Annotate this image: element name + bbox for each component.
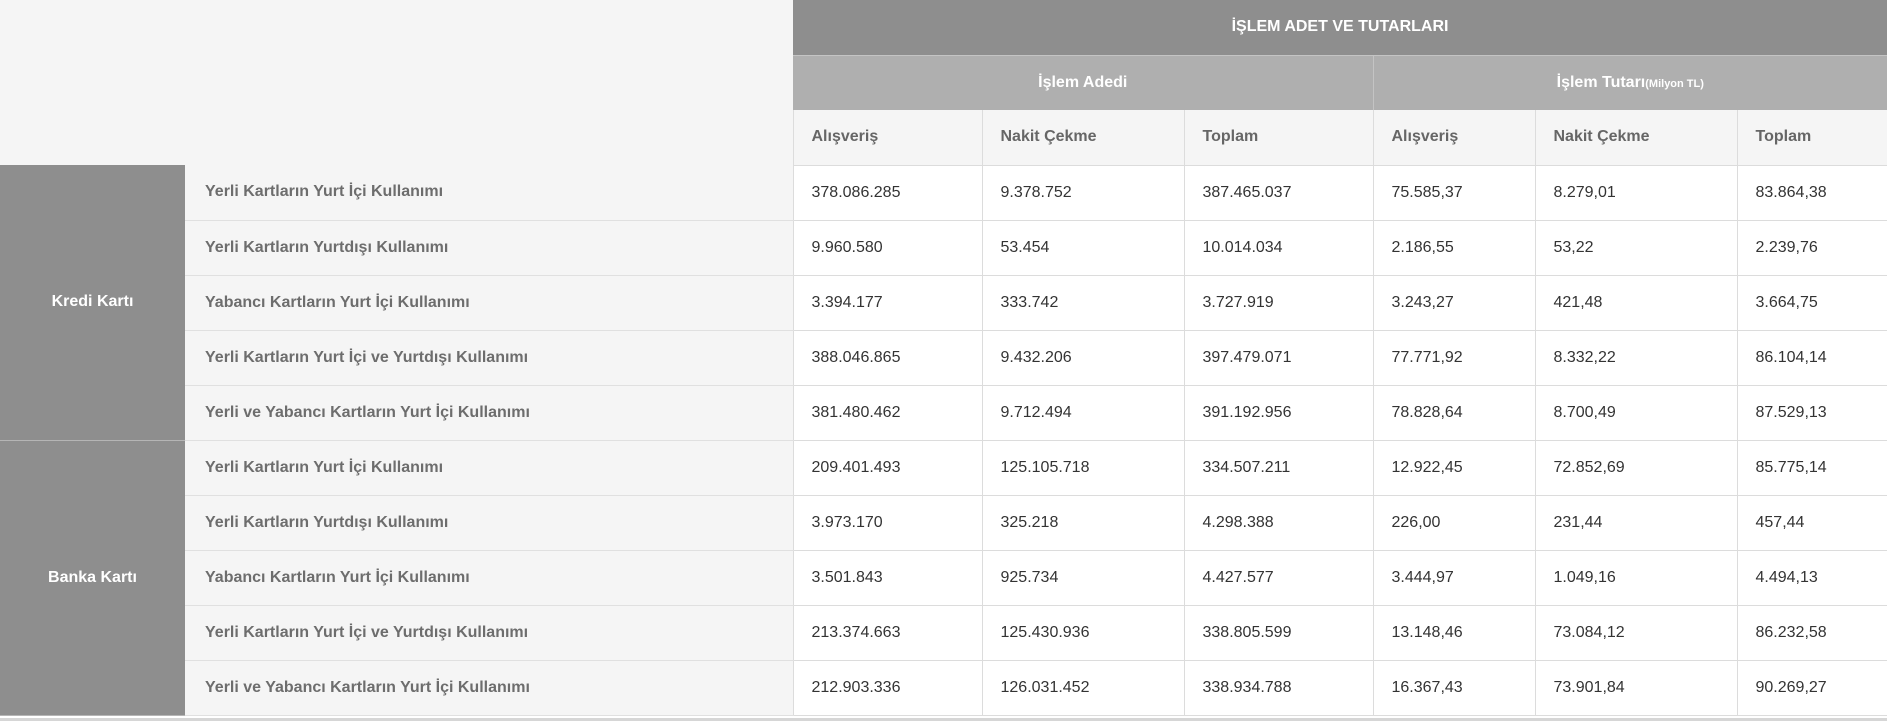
column-header: Alışveriş — [792, 110, 982, 166]
table-cell: 53.454 — [981, 220, 1184, 276]
table-row: Yerli Kartların Yurt İçi ve Yurtdışı Kul… — [0, 605, 1887, 661]
table-cell: 3.973.170 — [792, 495, 982, 551]
table-row: Yabancı Kartların Yurt İçi Kullanımı 3.50… — [0, 550, 1887, 606]
table-cell: 338.934.788 — [1183, 660, 1373, 716]
column-header: Nakit Çekme — [1534, 110, 1737, 166]
column-header: Toplam — [1736, 110, 1887, 166]
table-cell: 8.279,01 — [1534, 165, 1737, 221]
row-label: Yerli ve Yabancı Kartların Yurt İçi Kull… — [185, 385, 793, 441]
table-cell: 4.494,13 — [1736, 550, 1887, 606]
table-row: Yabancı Kartların Yurt İçi Kullanımı 3.39… — [0, 275, 1887, 331]
table-cell: 87.529,13 — [1736, 385, 1887, 441]
column-header: Nakit Çekme — [981, 110, 1184, 166]
column-header: Toplam — [1183, 110, 1373, 166]
table-cell: 77.771,92 — [1372, 330, 1535, 386]
table-cell: 75.585,37 — [1372, 165, 1535, 221]
table-cell: 391.192.956 — [1183, 385, 1373, 441]
table-cell: 126.031.452 — [981, 660, 1184, 716]
table-cell: 3.501.843 — [792, 550, 982, 606]
table-cell: 72.852,69 — [1534, 440, 1737, 496]
table-cell: 16.367,43 — [1372, 660, 1535, 716]
table-cell: 8.332,22 — [1534, 330, 1737, 386]
table-cell: 9.378.752 — [981, 165, 1184, 221]
table-cell: 209.401.493 — [792, 440, 982, 496]
row-label: Yerli Kartların Yurtdışı Kullanımı — [185, 220, 793, 276]
header-blank-cell — [0, 0, 793, 165]
table-cell: 325.218 — [981, 495, 1184, 551]
table-cell: 86.104,14 — [1736, 330, 1887, 386]
table-cell: 421,48 — [1534, 275, 1737, 331]
table-cell: 8.700,49 — [1534, 385, 1737, 441]
table-cell: 4.427.577 — [1183, 550, 1373, 606]
row-label: Yabancı Kartların Yurt İçi Kullanımı — [185, 550, 793, 606]
table-cell: 73.901,84 — [1534, 660, 1737, 716]
row-label: Yerli ve Yabancı Kartların Yurt İçi Kull… — [185, 660, 793, 716]
group-header-count: İşlem Adedi — [793, 54, 1373, 110]
table-cell: 231,44 — [1534, 495, 1737, 551]
table-cell: 86.232,58 — [1736, 605, 1887, 661]
table-cell: 226,00 — [1372, 495, 1535, 551]
table-cell: 212.903.336 — [792, 660, 982, 716]
table-row: Yerli ve Yabancı Kartların Yurt İçi Kull… — [0, 385, 1887, 441]
table-cell: 388.046.865 — [792, 330, 982, 386]
table-cell: 73.084,12 — [1534, 605, 1737, 661]
group-header-amount-unit: (Milyon TL) — [1645, 77, 1704, 90]
column-header: Alışveriş — [1372, 110, 1535, 166]
table-cell: 925.734 — [981, 550, 1184, 606]
row-label: Yerli Kartların Yurt İçi Kullanımı — [185, 440, 793, 496]
table-cell: 333.742 — [981, 275, 1184, 331]
row-label: Yerli Kartların Yurt İçi ve Yurtdışı Kul… — [185, 605, 793, 661]
table-cell: 9.432.206 — [981, 330, 1184, 386]
table-bottom-border — [0, 718, 1887, 721]
table-cell: 53,22 — [1534, 220, 1737, 276]
table-cell: 3.444,97 — [1372, 550, 1535, 606]
table-row: Yerli ve Yabancı Kartların Yurt İçi Kull… — [0, 660, 1887, 716]
table-cell: 10.014.034 — [1183, 220, 1373, 276]
table-cell: 1.049,16 — [1534, 550, 1737, 606]
row-label: Yabancı Kartların Yurt İçi Kullanımı — [185, 275, 793, 331]
table-cell: 397.479.071 — [1183, 330, 1373, 386]
table-cell: 387.465.037 — [1183, 165, 1373, 221]
table-cell: 3.664,75 — [1736, 275, 1887, 331]
row-label: Yerli Kartların Yurtdışı Kullanımı — [185, 495, 793, 551]
table-cell: 85.775,14 — [1736, 440, 1887, 496]
table-cell: 4.298.388 — [1183, 495, 1373, 551]
table-cell: 2.239,76 — [1736, 220, 1887, 276]
table-cell: 338.805.599 — [1183, 605, 1373, 661]
group-header-amount: İşlem Tutarı(Milyon TL) — [1372, 54, 1887, 110]
table-row: Banka Kartı Yerli Kartların Yurt İçi Kull… — [0, 440, 1887, 716]
table-main-title: İŞLEM ADET VE TUTARLARI — [793, 0, 1887, 55]
table-cell: 381.480.462 — [792, 385, 982, 441]
card-type-group-label: Banka Kartı — [0, 440, 185, 716]
table-cell: 83.864,38 — [1736, 165, 1887, 221]
table-cell: 334.507.211 — [1183, 440, 1373, 496]
table-cell: 378.086.285 — [792, 165, 982, 221]
table-cell: 3.727.919 — [1183, 275, 1373, 331]
table-cell: 125.105.718 — [981, 440, 1184, 496]
table-row: Kredi Kartı Yerli Kartların Yurt İçi Kull… — [0, 165, 1887, 441]
table-cell: 9.712.494 — [981, 385, 1184, 441]
table-cell: 12.922,45 — [1372, 440, 1535, 496]
card-type-group-label: Kredi Kartı — [0, 165, 185, 441]
table-cell: 3.394.177 — [792, 275, 982, 331]
table-row: Yerli Kartların Yurt İçi ve Yurtdışı Kul… — [0, 330, 1887, 386]
column-header-row: Alışveriş Nakit Çekme Toplam Alışveriş Nakit… — [0, 110, 1887, 166]
table-cell: 457,44 — [1736, 495, 1887, 551]
table-cell: 3.243,27 — [1372, 275, 1535, 331]
table-cell: 90.269,27 — [1736, 660, 1887, 716]
table-cell: 9.960.580 — [792, 220, 982, 276]
row-label: Yerli Kartların Yurt İçi ve Yurtdışı Kul… — [185, 330, 793, 386]
table-row: Yerli Kartların Yurtdışı Kullanımı 9.960.… — [0, 220, 1887, 276]
table-cell: 213.374.663 — [792, 605, 982, 661]
table-cell: 2.186,55 — [1372, 220, 1535, 276]
table-cell: 78.828,64 — [1372, 385, 1535, 441]
table-cell: 13.148,46 — [1372, 605, 1535, 661]
table-row: Yerli Kartların Yurtdışı Kullanımı 3.973.… — [0, 495, 1887, 551]
row-label: Yerli Kartların Yurt İçi Kullanımı — [185, 165, 793, 221]
table-cell: 125.430.936 — [981, 605, 1184, 661]
group-header-amount-label: İşlem Tutarı — [1556, 73, 1646, 91]
